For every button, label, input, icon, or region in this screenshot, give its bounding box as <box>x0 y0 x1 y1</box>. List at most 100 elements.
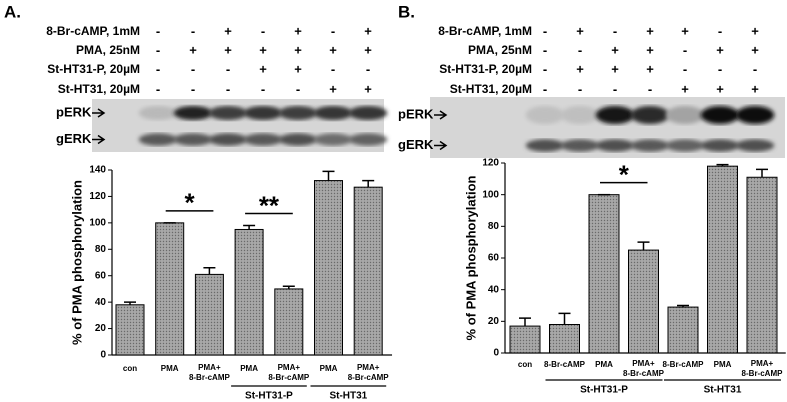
treatment-sign: + <box>224 23 232 38</box>
treatment-sign: - <box>578 81 582 96</box>
blot-band <box>665 106 705 124</box>
error-bar <box>243 224 256 230</box>
error-bar <box>558 312 571 325</box>
treatment-label: PMA, 25nM <box>76 43 140 57</box>
x-tick-label: PMA <box>320 364 338 373</box>
treatment-sign: - <box>543 23 547 38</box>
bar <box>707 165 738 354</box>
treatment-label: 8-Br-cAMP, 1mM <box>438 24 532 38</box>
treatment-sign: + <box>259 42 267 57</box>
blot-band <box>665 139 705 152</box>
blot-arrow <box>92 108 106 118</box>
treatment-sign: + <box>224 42 232 57</box>
blot-band <box>313 106 353 120</box>
treatment-sign: + <box>364 81 372 96</box>
x-tick-label: PMA+ <box>278 363 301 372</box>
treatment-sign: + <box>611 42 619 57</box>
blot-band <box>173 133 213 146</box>
blot-band <box>208 106 248 120</box>
error-bar <box>124 301 136 305</box>
treatment-sign: - <box>718 61 722 76</box>
error-bar <box>203 267 216 275</box>
blot-band <box>243 133 283 146</box>
bar <box>588 194 620 354</box>
x-tick-label: 8-Br-cAMP <box>742 369 784 378</box>
treatment-sign: - <box>648 81 652 96</box>
x-tick-label: 8-Br-cAMP <box>268 373 310 382</box>
treatment-sign: - <box>683 61 687 76</box>
treatment-sign: - <box>718 23 722 38</box>
y-axis-label: % of PMA phosphorylation <box>463 175 478 340</box>
blot-band <box>243 106 283 120</box>
significance-mark: * <box>184 188 195 218</box>
y-tick-label: 140 <box>89 165 106 176</box>
blot-band <box>630 139 670 152</box>
treatment-sign: + <box>646 23 654 38</box>
blot-arrow <box>434 110 448 120</box>
bar <box>234 228 264 356</box>
blot-arrow <box>434 140 448 151</box>
error-bar <box>282 285 295 289</box>
treatment-label: St-HT31-P, 20µM <box>47 62 140 76</box>
x-tick-label: PMA+ <box>198 363 221 372</box>
x-tick-label: PMA <box>240 364 258 373</box>
blot-label: pERK <box>56 104 92 119</box>
treatment-sign: + <box>646 42 654 57</box>
treatment-sign: + <box>364 42 372 57</box>
treatment-sign: - <box>613 81 617 96</box>
blot-band <box>735 139 775 152</box>
error-bar <box>677 304 689 308</box>
treatment-sign: - <box>226 81 230 96</box>
error-bar <box>362 179 375 188</box>
treatment-sign: - <box>543 81 547 96</box>
bar <box>155 222 185 356</box>
treatment-sign: - <box>156 42 160 57</box>
treatment-sign: + <box>364 23 372 38</box>
x-tick-label: PMA+ <box>751 359 774 368</box>
treatment-sign: - <box>331 23 335 38</box>
blot-label: pERK <box>398 106 434 121</box>
blot-band <box>525 106 565 124</box>
bar <box>274 288 304 356</box>
blot-band <box>525 139 565 152</box>
treatment-sign: - <box>156 81 160 96</box>
treatment-sign: + <box>576 61 584 76</box>
error-bar <box>756 168 768 178</box>
error-bar <box>637 241 650 251</box>
x-tick-label: PMA+ <box>357 363 380 372</box>
x-tick-label: 8-Br-cAMP <box>544 360 586 369</box>
bar <box>667 306 699 354</box>
treatment-sign: - <box>261 23 265 38</box>
blot-band <box>560 106 600 124</box>
treatment-sign: - <box>261 81 265 96</box>
y-tick-label: 40 <box>95 297 107 308</box>
blot-band <box>173 106 213 120</box>
error-bar <box>716 163 729 167</box>
bar <box>549 324 580 354</box>
treatment-sign: - <box>613 23 617 38</box>
bar <box>194 273 224 356</box>
treatment-sign: + <box>751 81 759 96</box>
x-tick-label: 8-Br-cAMP <box>348 373 390 382</box>
blot-band <box>630 106 670 124</box>
treatment-label: 8-Br-cAMP, 1mM <box>46 24 140 38</box>
treatment-label: St-HT31-P, 20µM <box>439 62 532 76</box>
treatment-sign: + <box>189 42 197 57</box>
error-bar <box>322 170 335 181</box>
treatment-sign: - <box>543 42 547 57</box>
treatment-sign: + <box>751 23 759 38</box>
panel-label: A. <box>4 2 21 21</box>
x-tick-label: PMA <box>595 360 613 369</box>
treatment-sign: + <box>259 61 267 76</box>
bar <box>314 180 343 356</box>
y-tick-label: 40 <box>488 284 500 295</box>
treatment-sign: - <box>753 61 757 76</box>
treatment-sign: + <box>329 42 337 57</box>
treatment-sign: + <box>294 23 302 38</box>
treatment-sign: - <box>331 61 335 76</box>
bar <box>353 186 383 356</box>
blot-band <box>595 139 635 152</box>
treatment-sign: + <box>716 42 724 57</box>
blot-label: gERK <box>56 131 92 146</box>
